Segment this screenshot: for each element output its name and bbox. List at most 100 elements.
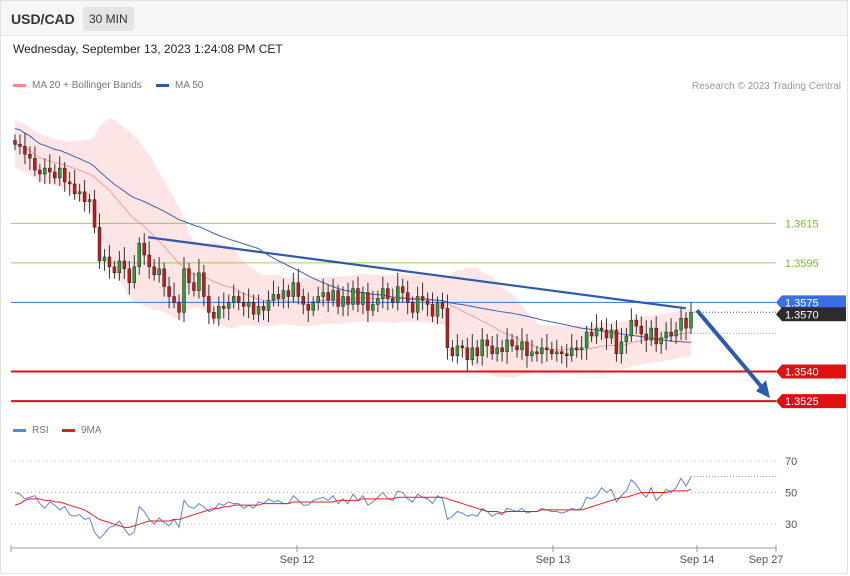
candle-120 <box>609 324 614 344</box>
candle-body <box>97 227 102 262</box>
candle-36 <box>192 272 196 297</box>
candle-body <box>281 290 286 299</box>
level-tag-bg <box>776 307 846 322</box>
candle-54 <box>281 278 286 309</box>
candle-81 <box>415 286 420 321</box>
candle-body <box>28 154 32 159</box>
candle-125 <box>634 314 639 335</box>
candle-body <box>386 288 390 299</box>
candle-82 <box>420 282 425 311</box>
rsi-line <box>14 476 692 540</box>
candle-body <box>565 353 569 356</box>
candle-body <box>460 345 465 349</box>
candle-body <box>117 260 122 274</box>
candle-body <box>246 302 251 307</box>
candle-body <box>38 169 42 175</box>
candle-body <box>465 347 470 360</box>
candle-body <box>500 347 504 353</box>
candle-body <box>545 347 549 351</box>
candle-body <box>127 268 132 283</box>
candle-127 <box>644 320 648 352</box>
candle-body <box>440 302 445 309</box>
candle-89 <box>455 334 460 364</box>
candle-29 <box>157 256 161 283</box>
candle-body <box>187 268 191 283</box>
level-label: 1.3575 <box>785 297 819 309</box>
level-tag-1.3615: 1.3615 <box>785 218 819 230</box>
candle-body <box>430 304 435 317</box>
candle-body <box>321 292 325 297</box>
candle-51 <box>266 290 271 323</box>
candle-19 <box>107 245 112 279</box>
ma20-swatch <box>13 83 26 87</box>
candle-body <box>152 266 156 276</box>
candle-body <box>227 302 231 309</box>
candle-body <box>435 302 440 317</box>
candle-body <box>92 199 97 228</box>
candle-18 <box>102 249 107 271</box>
candle-45 <box>236 290 241 311</box>
candle-body <box>326 292 330 301</box>
level-tag-1.3570: 1.3570 <box>776 307 846 322</box>
bollinger-band <box>15 118 691 378</box>
candle-98 <box>500 339 504 362</box>
candle-body <box>594 327 599 337</box>
candle-22 <box>122 247 127 279</box>
candle-body <box>455 345 460 356</box>
rsi-tick-70: 70 <box>785 456 797 468</box>
candle-body <box>306 304 310 311</box>
level-label: 1.3540 <box>785 367 819 379</box>
candle-33 <box>177 294 181 321</box>
candle-body <box>400 286 405 293</box>
ma20-label: MA 20 + Bollinger Bands <box>32 80 142 91</box>
candle-20 <box>112 260 117 279</box>
level-label: 1.3595 <box>785 258 819 270</box>
timeframe-button[interactable]: 30 MIN <box>83 7 134 31</box>
candle-body <box>82 191 87 202</box>
candle-48 <box>251 294 256 321</box>
candle-body <box>376 298 380 305</box>
candle-body <box>197 272 201 291</box>
candle-104 <box>530 339 534 362</box>
candle-body <box>619 341 624 355</box>
candle-body <box>336 290 340 307</box>
candle-121 <box>614 320 619 362</box>
candle-46 <box>241 292 246 317</box>
candle-body <box>659 337 663 345</box>
candle-body <box>266 300 271 311</box>
candle-93 <box>475 339 479 364</box>
candle-body <box>43 167 47 175</box>
ma50-swatch <box>156 83 169 87</box>
candle-body <box>207 296 211 313</box>
candle-133 <box>674 322 678 344</box>
ma50-label: MA 50 <box>175 80 204 91</box>
candle-25 <box>137 237 141 275</box>
candle-body <box>674 329 678 337</box>
candle-body <box>192 282 196 291</box>
candle-body <box>569 347 574 356</box>
candle-76 <box>391 288 395 309</box>
ma9-swatch <box>62 428 75 432</box>
candle-24 <box>132 255 137 289</box>
candle-90 <box>460 339 465 358</box>
candle-body <box>72 183 77 195</box>
candle-body <box>346 296 350 305</box>
candle-118 <box>599 320 604 340</box>
legend-ma50: MA 50 <box>156 80 203 91</box>
candle-88 <box>450 339 455 362</box>
candle-body <box>679 317 683 331</box>
candle-103 <box>525 334 529 368</box>
level-tag-bg <box>776 295 846 310</box>
candle-body <box>505 339 509 353</box>
candle-109 <box>555 339 559 362</box>
x-tick-label: Sep 27 <box>749 554 784 566</box>
candle-86 <box>440 292 445 319</box>
legend-rsi: RSI <box>13 425 49 436</box>
candle-body <box>331 290 335 301</box>
candle-47 <box>246 288 251 319</box>
candle-5 <box>38 164 42 182</box>
candle-body <box>177 302 181 313</box>
candle-body <box>475 347 479 356</box>
candle-body <box>599 327 604 331</box>
